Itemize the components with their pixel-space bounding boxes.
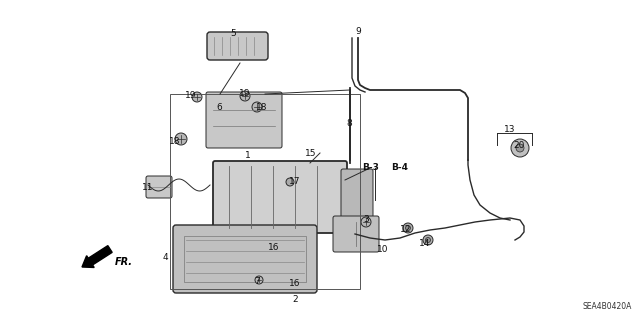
Text: 12: 12 xyxy=(400,226,412,234)
Text: SEA4B0420A: SEA4B0420A xyxy=(582,302,632,311)
Text: 1: 1 xyxy=(245,151,251,160)
FancyBboxPatch shape xyxy=(333,216,379,252)
Circle shape xyxy=(361,217,371,227)
Circle shape xyxy=(511,139,529,157)
Circle shape xyxy=(426,238,431,242)
Text: 11: 11 xyxy=(142,183,154,192)
Text: B-3: B-3 xyxy=(363,164,380,173)
Bar xyxy=(184,236,306,282)
Text: FR.: FR. xyxy=(115,257,133,267)
Text: 16: 16 xyxy=(289,279,301,288)
Text: 15: 15 xyxy=(305,149,317,158)
Circle shape xyxy=(286,178,294,186)
Circle shape xyxy=(403,223,413,233)
Circle shape xyxy=(516,144,524,152)
Text: 16: 16 xyxy=(268,243,280,253)
Text: 19: 19 xyxy=(239,90,251,99)
Text: 6: 6 xyxy=(216,102,222,112)
Circle shape xyxy=(192,92,202,102)
Text: 10: 10 xyxy=(377,244,388,254)
Text: 13: 13 xyxy=(504,125,516,135)
Text: 8: 8 xyxy=(346,118,352,128)
Bar xyxy=(170,94,360,289)
Circle shape xyxy=(423,235,433,245)
Circle shape xyxy=(175,133,187,145)
Text: 20: 20 xyxy=(513,140,525,150)
FancyArrow shape xyxy=(82,246,112,267)
Circle shape xyxy=(255,276,263,284)
Text: 4: 4 xyxy=(162,254,168,263)
FancyBboxPatch shape xyxy=(146,176,172,198)
FancyBboxPatch shape xyxy=(206,92,282,148)
FancyBboxPatch shape xyxy=(173,225,317,293)
Text: 3: 3 xyxy=(363,216,369,225)
Text: 19: 19 xyxy=(185,92,196,100)
Circle shape xyxy=(406,226,410,231)
FancyBboxPatch shape xyxy=(207,32,268,60)
Text: 2: 2 xyxy=(292,295,298,305)
Text: 5: 5 xyxy=(230,28,236,38)
Text: 18: 18 xyxy=(256,103,268,113)
Text: 7: 7 xyxy=(254,277,260,286)
Text: B-4: B-4 xyxy=(392,164,408,173)
Text: 18: 18 xyxy=(169,137,180,145)
Text: 9: 9 xyxy=(355,27,361,36)
Text: 14: 14 xyxy=(419,239,431,248)
FancyBboxPatch shape xyxy=(213,161,347,233)
Text: 17: 17 xyxy=(289,176,301,186)
FancyBboxPatch shape xyxy=(341,169,373,225)
Circle shape xyxy=(252,102,262,112)
Circle shape xyxy=(240,91,250,101)
